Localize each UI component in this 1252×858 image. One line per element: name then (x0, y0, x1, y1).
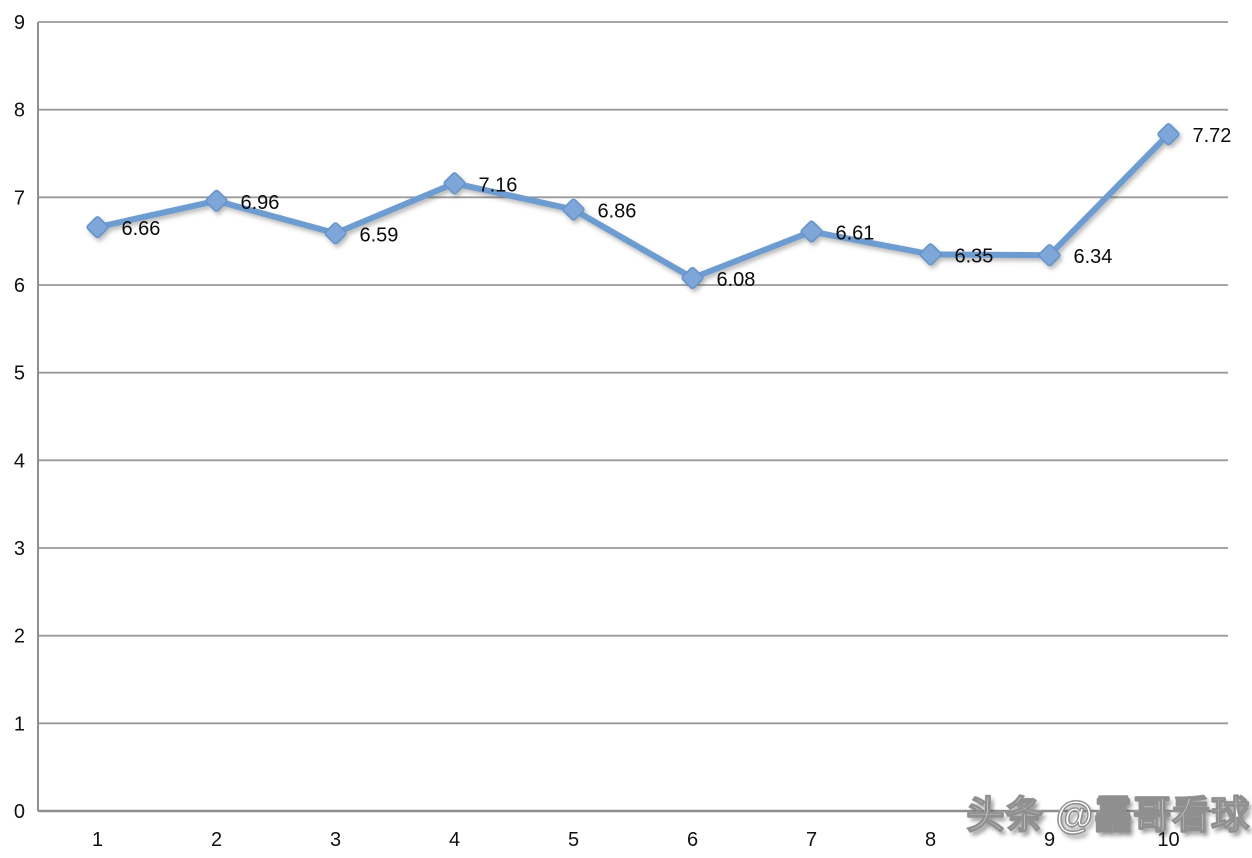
x-tick-label: 10 (1157, 829, 1179, 851)
data-point-label: 6.66 (122, 218, 161, 240)
x-tick-label: 7 (806, 829, 817, 851)
y-tick-label: 4 (14, 450, 25, 472)
data-point-marker (800, 220, 823, 243)
data-point-marker (443, 172, 466, 195)
y-tick-label: 7 (14, 187, 25, 209)
y-tick-label: 1 (14, 713, 25, 735)
series-group (86, 123, 1180, 290)
data-point-marker (1038, 244, 1061, 267)
data-point-label: 7.72 (1193, 125, 1232, 147)
y-tick-label: 8 (14, 100, 25, 122)
series-line (94, 131, 1172, 281)
x-tick-label: 4 (449, 829, 460, 851)
data-point-marker (562, 198, 585, 221)
data-point-label: 6.96 (241, 192, 280, 214)
y-tick-label: 0 (14, 801, 25, 823)
data-point-label: 6.59 (360, 224, 399, 246)
x-tick-label: 6 (687, 829, 698, 851)
y-tick-label: 5 (14, 363, 25, 385)
data-point-marker (1157, 123, 1180, 146)
y-tick-label: 9 (14, 12, 25, 34)
data-point-label: 7.16 (479, 174, 518, 196)
y-tick-label: 6 (14, 275, 25, 297)
x-tick-label: 3 (330, 829, 341, 851)
x-tick-label: 5 (568, 829, 579, 851)
data-point-marker (205, 189, 228, 212)
x-tick-label: 1 (92, 829, 103, 851)
data-point-label: 6.34 (1074, 246, 1113, 268)
data-point-label: 6.86 (598, 201, 637, 223)
x-tick-label: 2 (211, 829, 222, 851)
data-point-marker (86, 216, 109, 239)
data-point-marker (919, 243, 942, 266)
data-point-label: 6.35 (955, 245, 994, 267)
x-tick-label: 8 (925, 829, 936, 851)
data-point-marker (324, 222, 347, 245)
data-point-marker (681, 266, 704, 290)
data-point-label: 6.08 (717, 269, 756, 291)
x-tick-label: 9 (1044, 829, 1055, 851)
y-tick-label: 2 (14, 626, 25, 648)
data-point-label: 6.61 (836, 223, 875, 245)
y-tick-label: 3 (14, 538, 25, 560)
watermark: 头条 @靐哥看球 (966, 794, 1250, 837)
